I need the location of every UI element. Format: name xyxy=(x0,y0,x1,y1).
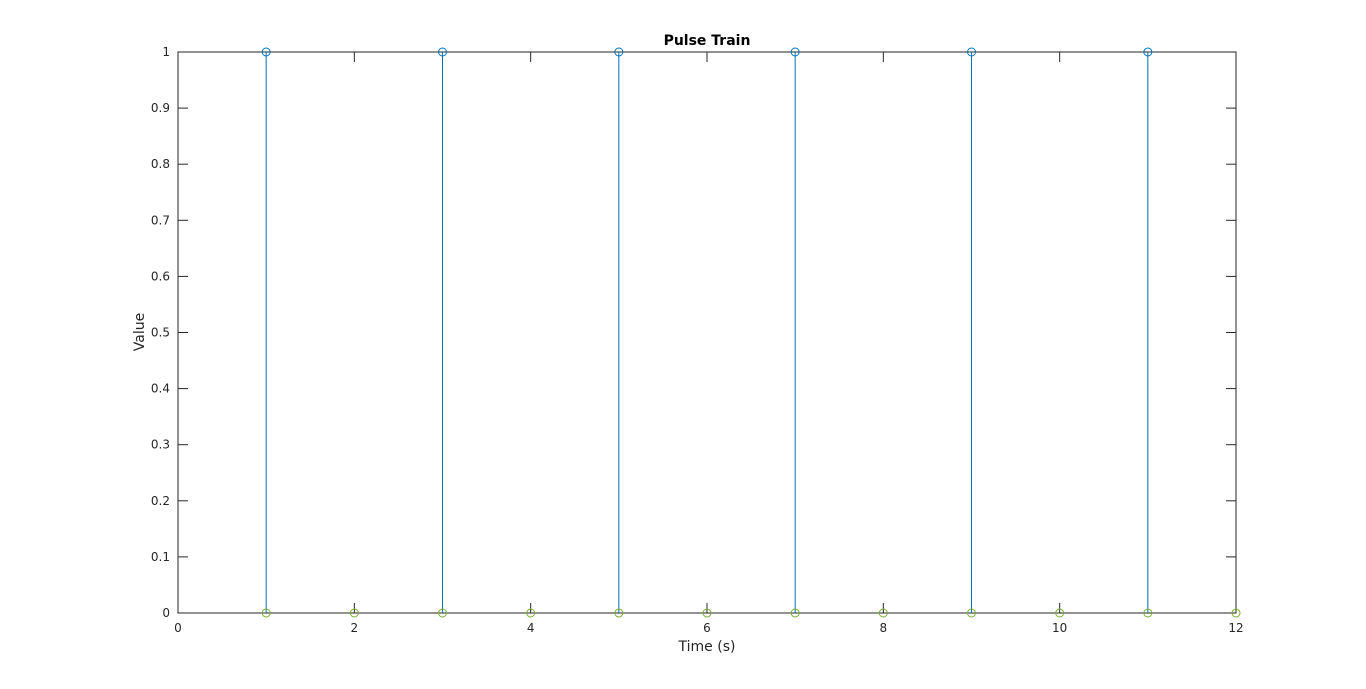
baseline-marker xyxy=(967,608,976,618)
x-tick-label: 2 xyxy=(351,621,359,635)
axes-frame xyxy=(177,51,1237,614)
stem-marker xyxy=(438,47,447,57)
baseline-marker xyxy=(261,608,271,618)
baseline-marker xyxy=(526,608,536,618)
stem-marker xyxy=(790,47,800,57)
y-axis-label: Value xyxy=(132,313,148,351)
chart-title: Pulse Train xyxy=(664,33,751,49)
axes-box xyxy=(177,51,1237,614)
x-tick-label: 10 xyxy=(1052,621,1067,635)
y-tick-label: 0.4 xyxy=(151,382,170,396)
x-tick-label: 8 xyxy=(880,621,888,635)
x-tick-label: 0 xyxy=(174,621,182,635)
baseline-marker xyxy=(1231,608,1241,618)
stem-marker xyxy=(1143,47,1153,57)
baseline-marker xyxy=(878,608,888,618)
stems-layer xyxy=(265,52,1149,613)
x-tick-label: 4 xyxy=(527,621,535,635)
stem-marker xyxy=(614,47,624,57)
y-tick-label: 0.9 xyxy=(151,101,170,115)
y-tick-label: 0.5 xyxy=(151,326,170,340)
x-tick-label: 12 xyxy=(1228,621,1243,635)
x-axis-label: Time (s) xyxy=(678,639,736,655)
ticks-layer: 0 2 4 6 8 10 12 0 0.1 0.2 0.3 0.4 0.5 0.6 0.7 0.8 0.9 1 xyxy=(151,45,1244,635)
y-tick-label: 0.6 xyxy=(151,269,170,283)
y-tick-label: 1 xyxy=(162,45,170,59)
y-tick-label: 0.1 xyxy=(151,550,170,564)
stem-marker xyxy=(261,47,271,57)
y-tick-label: 0.3 xyxy=(151,438,170,452)
baseline-marker xyxy=(1055,608,1065,618)
baseline-marker xyxy=(349,608,359,618)
y-tick-label: 0.7 xyxy=(151,213,170,227)
x-tick-label: 6 xyxy=(703,621,711,635)
markers-layer xyxy=(261,47,1241,618)
baseline-marker xyxy=(614,608,624,618)
y-tick-label: 0 xyxy=(162,606,170,620)
baseline-marker xyxy=(702,608,712,618)
baseline-marker xyxy=(438,608,447,618)
baseline-marker xyxy=(1143,608,1153,618)
y-tick-label: 0.8 xyxy=(151,157,170,171)
stem-marker xyxy=(967,47,976,57)
y-tick-label: 0.2 xyxy=(151,494,170,508)
baseline-marker xyxy=(790,608,800,618)
